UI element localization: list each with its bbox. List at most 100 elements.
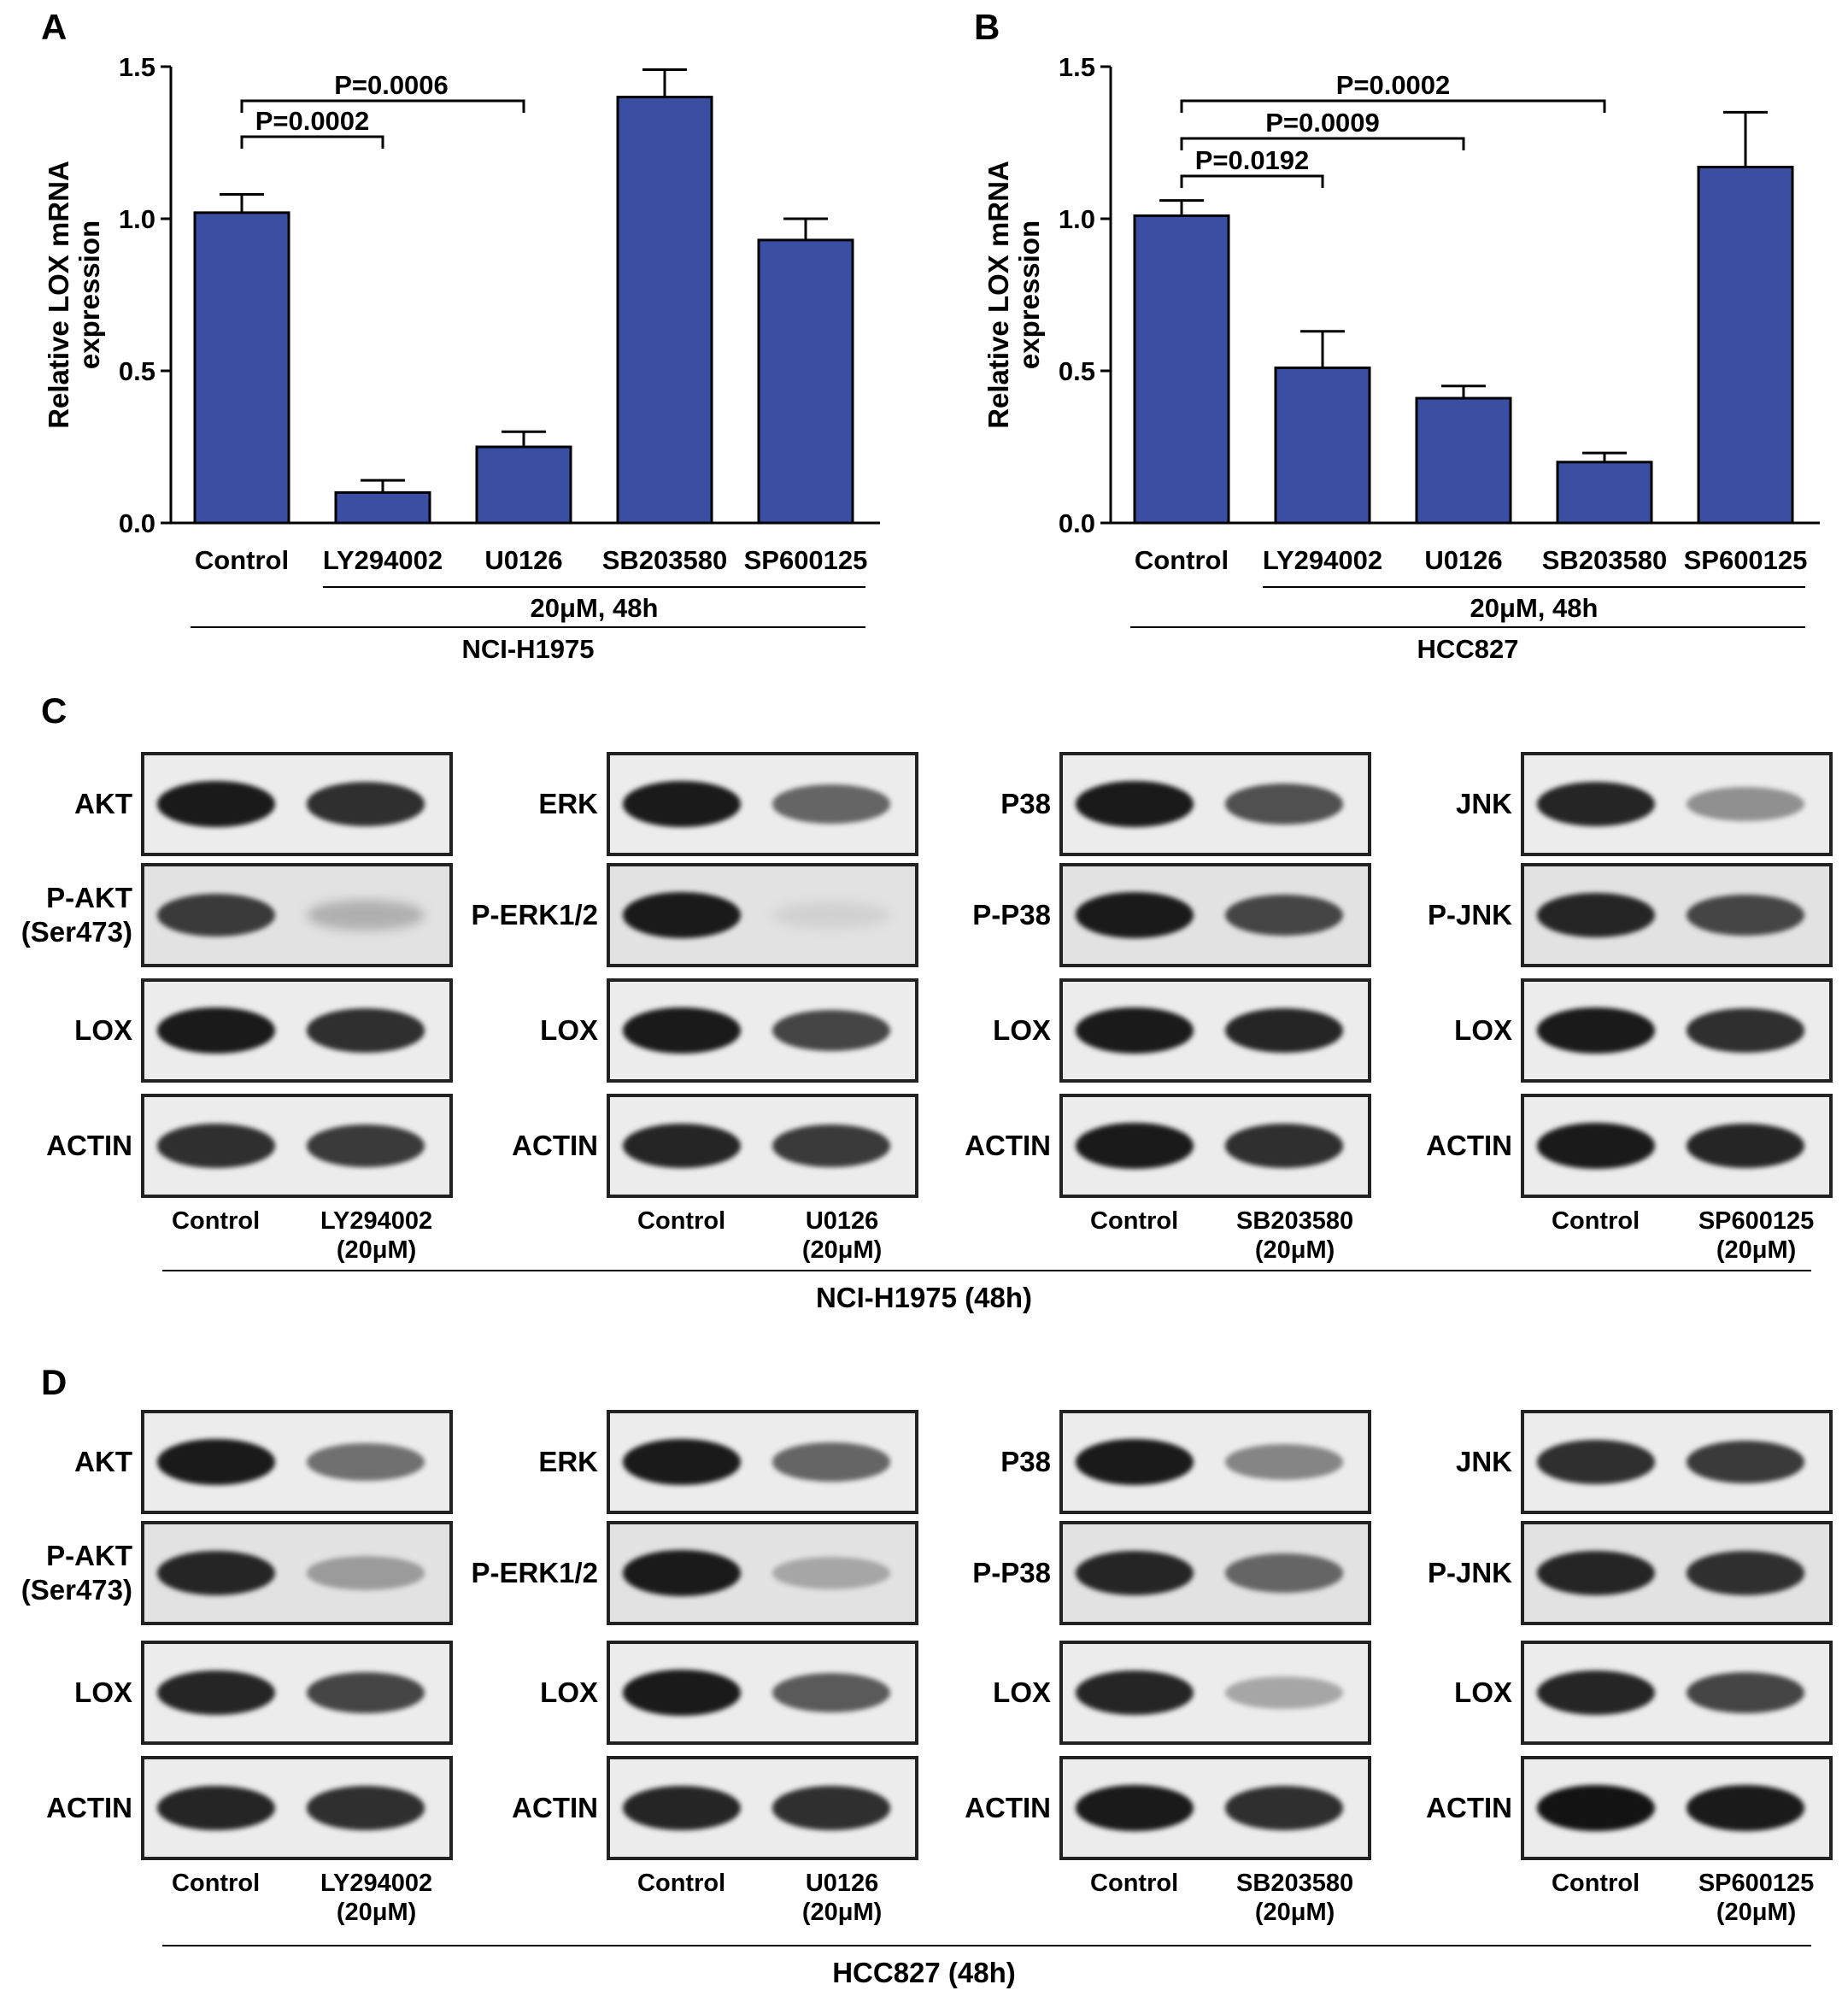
blot-strip-lox <box>1521 1641 1833 1745</box>
band-treatment <box>1224 1124 1344 1168</box>
lane-label-treatment: SP600125 (20μM) <box>1698 1207 1815 1264</box>
treatment-label: 20μM, 48h <box>1470 593 1599 623</box>
protein-label: ACTIN <box>46 1130 132 1161</box>
band-treatment <box>1224 1676 1344 1709</box>
blot-strip-p-erk1/2 <box>607 1521 918 1625</box>
band-treatment <box>306 1786 425 1830</box>
lane-label-control: Control <box>172 1870 261 1897</box>
blot-strip-lox <box>1059 978 1371 1083</box>
band-treatment <box>771 1672 891 1713</box>
blot-strip-p38 <box>1059 752 1371 856</box>
protein-label: P-ERK1/2 <box>471 899 598 931</box>
p-value-label: P=0.0009 <box>1265 108 1380 138</box>
protein-label: P-P38 <box>972 899 1051 931</box>
protein-label: ACTIN <box>1426 1792 1512 1823</box>
band-treatment <box>1224 1553 1344 1593</box>
bar-ly294002 <box>334 490 431 525</box>
blot-strip-actin <box>141 1756 453 1860</box>
panel-letter-c: C <box>41 690 67 731</box>
blot-strip-p-erk1/2 <box>607 863 918 967</box>
y-axis-label: Relative LOX mRNAexpression <box>43 161 105 429</box>
lane-label-treatment: SB203580 (20μM) <box>1236 1207 1354 1264</box>
lane-label-control: Control <box>637 1870 726 1897</box>
band-control <box>1536 1440 1656 1484</box>
band-control <box>156 1439 276 1485</box>
caption-rule <box>162 1270 1811 1271</box>
blot-strip-p38 <box>1059 1410 1371 1514</box>
cell-line-label: HCC827 <box>1417 634 1519 664</box>
protein-label: AKT <box>74 1446 132 1477</box>
band-treatment <box>1686 1671 1805 1714</box>
blot-strip-actin <box>607 1094 918 1198</box>
band-treatment <box>771 1786 891 1830</box>
protein-label: P-JNK <box>1427 1557 1512 1588</box>
lane-label-control: Control <box>172 1207 261 1235</box>
protein-label: ACTIN <box>965 1130 1051 1161</box>
blot-strip-lox <box>607 978 918 1083</box>
band-treatment <box>1224 894 1344 936</box>
blot-strip-lox <box>141 1641 453 1745</box>
protein-label: LOX <box>540 1014 598 1046</box>
blot-strip-p-jnk <box>1521 1521 1833 1625</box>
western-blot-panel-c: AKT P-AKT (Ser473) LOX ACTIN Control LY294002… <box>0 735 1848 1333</box>
protein-label: P-ERK1/2 <box>471 1557 598 1588</box>
protein-label: P-JNK <box>1427 899 1512 931</box>
band-control <box>156 1785 276 1831</box>
band-treatment <box>1224 1786 1344 1830</box>
western-blot-panel-d: AKT P-AKT (Ser473) LOX ACTIN Control LY294002… <box>0 1401 1848 2008</box>
bar-chart-b: 0.0 0.5 1.0 1.5 Relative LOX mRNAexpression C… <box>983 52 1820 664</box>
blot-strip-actin <box>1521 1756 1833 1860</box>
band-control <box>156 1670 276 1716</box>
band-control <box>156 1550 276 1596</box>
caption-rule <box>162 1945 1811 1946</box>
band-treatment <box>771 1009 891 1052</box>
band-control <box>156 1007 276 1054</box>
band-treatment <box>771 784 891 824</box>
blot-strip-actin <box>1059 1756 1371 1860</box>
blot-strip-actin <box>1521 1094 1833 1198</box>
protein-label: LOX <box>74 1676 132 1708</box>
protein-label: ACTIN <box>512 1130 598 1161</box>
band-control <box>622 781 742 827</box>
y-tick-label: 0.0 <box>119 508 155 538</box>
band-treatment <box>771 1557 891 1589</box>
blot-strip-jnk <box>1521 752 1833 856</box>
lane-label-treatment: LY294002 (20μM) <box>320 1207 433 1264</box>
blot-strip-p-akt <box>141 1521 453 1625</box>
lane-label-control: Control <box>1090 1870 1179 1897</box>
protein-label: LOX <box>540 1676 598 1708</box>
protein-label: LOX <box>1454 1014 1512 1046</box>
blot-strip-lox <box>1521 978 1833 1083</box>
band-treatment <box>1686 1785 1805 1831</box>
panel-letter-a: A <box>41 7 67 47</box>
y-tick-label: 0.5 <box>119 356 155 386</box>
band-treatment <box>1224 1007 1344 1054</box>
y-tick-label: 1.0 <box>1059 204 1095 234</box>
x-tick-label: U0126 <box>484 545 562 575</box>
lane-label-control: Control <box>1552 1870 1640 1897</box>
protein-label: LOX <box>1454 1676 1512 1708</box>
x-tick-label: Control <box>1135 545 1229 575</box>
band-control <box>1075 1670 1194 1716</box>
band-control <box>622 1123 742 1169</box>
blot-caption: HCC827 (48h) <box>832 1957 1016 1988</box>
blot-strip-akt <box>141 752 453 856</box>
band-control <box>1075 1550 1194 1596</box>
band-control <box>1075 1007 1194 1054</box>
band-control <box>156 893 276 936</box>
band-control <box>1075 1123 1194 1169</box>
x-tick-label: SB203580 <box>1542 545 1668 575</box>
blot-strip-lox <box>1059 1641 1371 1745</box>
treatment-label: 20μM, 48h <box>531 593 659 623</box>
band-control <box>1536 1007 1656 1054</box>
protein-label: ACTIN <box>512 1792 598 1823</box>
band-treatment <box>306 1556 425 1590</box>
band-treatment <box>306 1443 425 1481</box>
protein-label: P-AKT (Ser473) <box>21 1540 132 1606</box>
band-control <box>1075 892 1194 938</box>
y-axis-label: Relative LOX mRNAexpression <box>983 161 1045 429</box>
p-value-label: P=0.0192 <box>1195 145 1310 175</box>
protein-label: ERK <box>538 788 598 819</box>
lane-label-treatment: SP600125 (20μM) <box>1698 1870 1815 1926</box>
significance-bracket <box>1180 99 1606 113</box>
